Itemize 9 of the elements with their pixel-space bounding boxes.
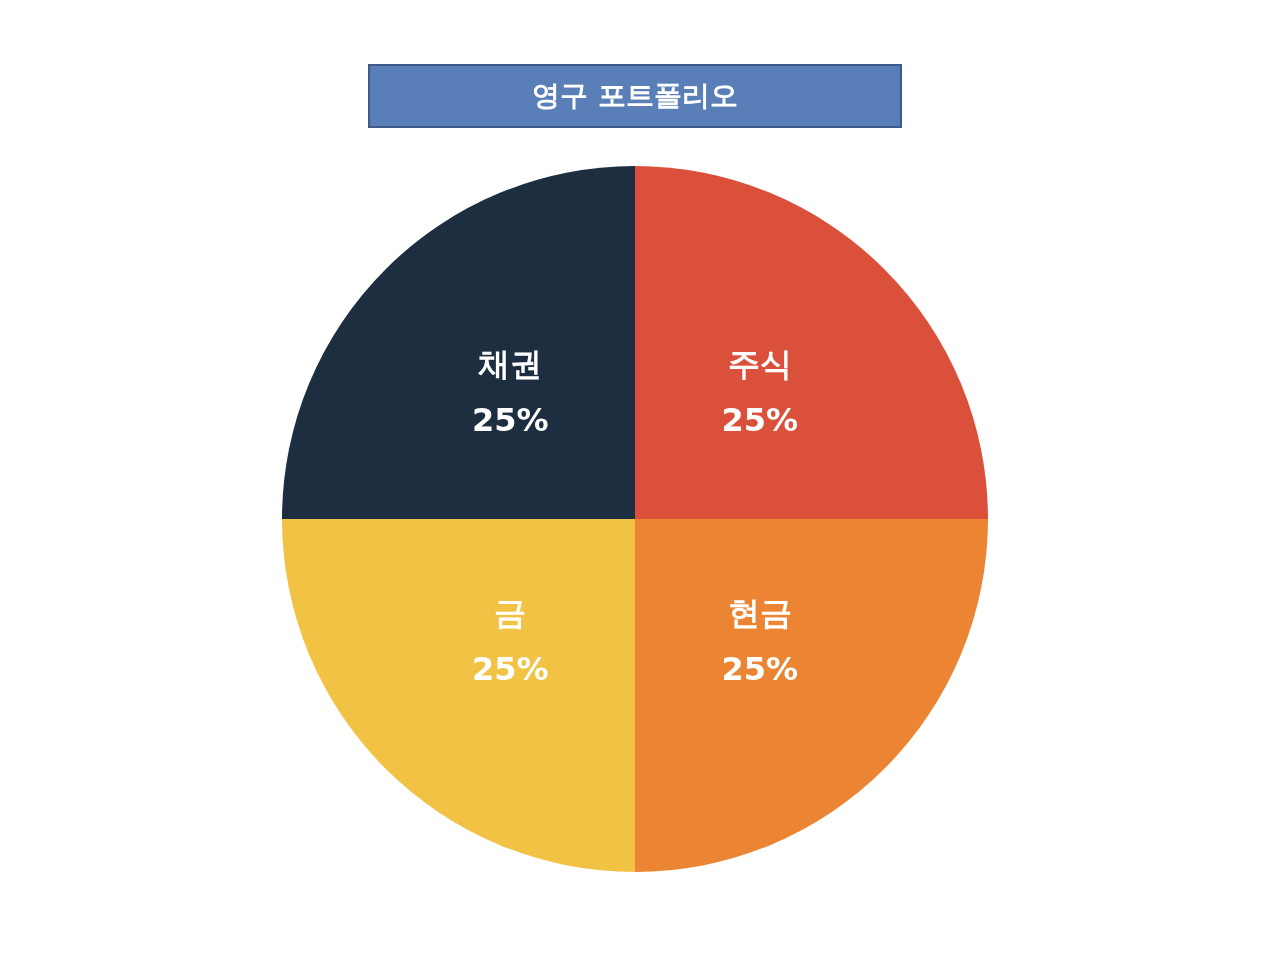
slice-label: 주식 bbox=[727, 344, 792, 383]
data-label: 25% bbox=[721, 400, 799, 439]
data-label: 25% bbox=[721, 650, 799, 689]
data-label: 25% bbox=[471, 650, 549, 689]
slice-label: 채권 bbox=[478, 344, 543, 383]
data-label: 25% bbox=[471, 400, 549, 439]
chart-title: 영구 포트폴리오 bbox=[368, 64, 902, 128]
slice-label: 금 bbox=[494, 594, 527, 633]
slice-label: 현금 bbox=[727, 594, 792, 633]
